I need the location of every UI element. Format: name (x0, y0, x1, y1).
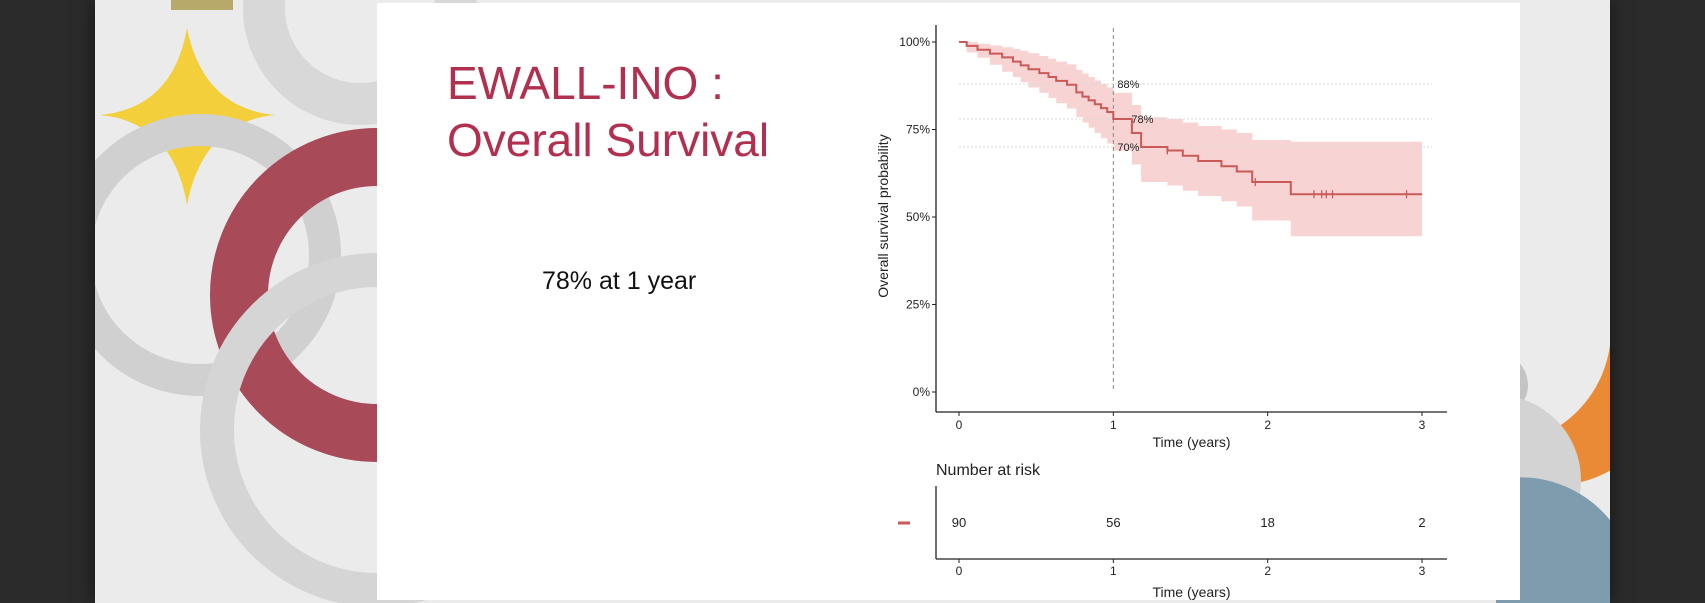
y-tick-label: 75% (906, 123, 930, 137)
risk-table-title: Number at risk (936, 462, 1041, 479)
annotations: 88% 78% 70% (1117, 79, 1153, 154)
survival-curve (959, 41, 1422, 196)
percent-annotation: 88% (1117, 79, 1139, 91)
slide-title: EWALL-INO : Overall Survival (447, 55, 769, 169)
x-tick-label: 1 (1110, 418, 1117, 432)
risk-count: 90 (952, 515, 966, 530)
kaplan-meier-chart: 0% 25% 50% 75% 100% 0 1 2 3 Time (years) Overall s… (875, 25, 1447, 600)
y-tick-label: 50% (906, 210, 930, 224)
survival-summary: 78% at 1 year (542, 267, 697, 295)
x-tick-label: 0 (956, 418, 963, 432)
deco-olive-bar (171, 0, 233, 10)
y-tick-label: 0% (913, 385, 931, 399)
risk-x-tick-label: 0 (956, 564, 963, 578)
survival-curve-group (959, 41, 1422, 199)
y-axis-title: Overall survival probability (875, 134, 891, 297)
percent-annotation: 70% (1117, 142, 1139, 154)
deco-gray-arc-left (95, 114, 341, 396)
risk-table: Number at risk 90 0 56 1 18 2 2 3 Time (years) (898, 462, 1447, 600)
slide-frame: EWALL-INO : Overall Survival 78% at 1 ye… (95, 0, 1610, 603)
deco-blue-shape (1496, 477, 1610, 603)
x-axis-title: Time (years) (1152, 434, 1230, 450)
confidence-band (959, 42, 1422, 237)
x-tick-label: 3 (1419, 418, 1426, 432)
confidence-band-area (959, 42, 1422, 237)
risk-x-tick-label: 1 (1110, 564, 1117, 578)
risk-count: 2 (1418, 515, 1425, 530)
risk-x-tick-label: 2 (1264, 564, 1271, 578)
slide: EWALL-INO : Overall Survival 78% at 1 ye… (377, 3, 1520, 600)
risk-x-tick-label: 3 (1419, 564, 1426, 578)
risk-count: 18 (1260, 515, 1274, 530)
y-tick-label: 25% (906, 298, 930, 312)
slide-title-line2: Overall Survival (447, 114, 770, 166)
y-tick-label: 100% (899, 35, 930, 49)
axes: 0% 25% 50% 75% 100% 0 1 2 3 Time (years) Overall s… (875, 25, 1447, 450)
risk-count: 56 (1106, 515, 1120, 530)
percent-annotation: 78% (1131, 114, 1153, 126)
x-tick-label: 2 (1264, 418, 1271, 432)
slide-title-line1: EWALL-INO : (447, 57, 724, 109)
risk-table-x-axis-title: Time (years) (1152, 584, 1230, 600)
reference-lines (959, 28, 1432, 392)
